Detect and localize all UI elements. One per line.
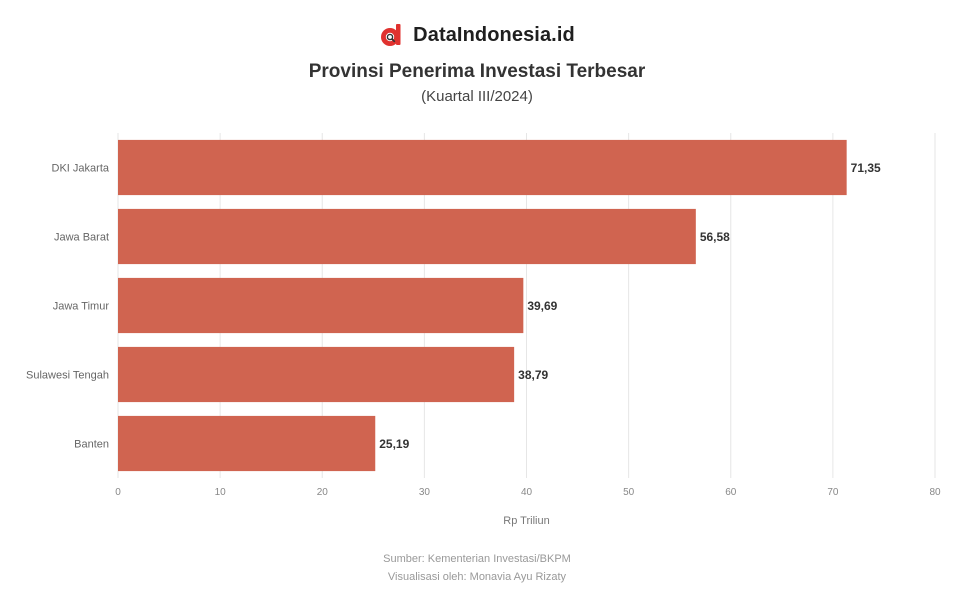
dataindonesia-logo-icon [381,24,401,46]
brand-name: DataIndonesia.id [413,23,575,46]
bar [118,277,524,334]
footer-source: Sumber: Kementerian Investasi/BKPM [383,553,571,565]
category-label: Banten [74,439,109,451]
data-label: 56,58 [700,230,730,244]
category-label: Jawa Barat [54,232,109,244]
bar [118,415,376,472]
data-label: 38,79 [518,368,548,382]
bar [118,139,847,196]
x-tick-label: 0 [115,487,121,498]
category-label: DKI Jakarta [52,163,110,175]
x-tick-label: 20 [317,487,329,498]
x-tick-label: 40 [521,487,533,498]
x-tick-label: 80 [929,487,941,498]
bar-chart: DKI Jakarta 71,35 Jawa Barat 56,58 Jawa Timu… [26,133,941,527]
x-tick-label: 10 [215,487,227,498]
bar [118,208,696,265]
x-axis-label: Rp Triliun [503,515,549,527]
category-label: Sulawesi Tengah [26,370,109,382]
x-tick-label: 60 [725,487,737,498]
data-label: 39,69 [527,299,557,313]
data-label: 71,35 [851,161,881,175]
brand-header: DataIndonesia.id [0,20,954,50]
bar [118,346,515,403]
data-label: 25,19 [379,437,409,451]
footer-credit: Visualisasi oleh: Monavia Ayu Rizaty [387,571,567,583]
x-tick-label: 50 [623,487,635,498]
x-tick-label: 30 [419,487,431,498]
category-label: Jawa Timur [53,301,110,313]
x-tick-label: 70 [827,487,839,498]
chart-subtitle: (Kuartal III/2024) [421,88,533,105]
chart-title: Provinsi Penerima Investasi Terbesar [308,61,646,82]
